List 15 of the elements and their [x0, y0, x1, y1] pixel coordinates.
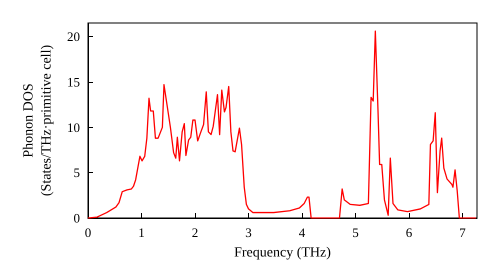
x-tick-label: 1 — [138, 225, 145, 240]
y-axis-title: Phonon DOS (States/THz·primitive cell) — [22, 44, 55, 196]
x-tick-label: 4 — [298, 225, 306, 240]
x-axis-title: Frequency (THz) — [234, 245, 332, 260]
y-tick-label: 15 — [67, 74, 80, 90]
x-tick-label: 7 — [459, 225, 466, 240]
x-tick-label: 0 — [84, 225, 92, 240]
y-tick-label: 0 — [74, 210, 80, 226]
x-tick-label: 5 — [352, 225, 359, 240]
y-tick-label: 20 — [67, 29, 80, 44]
x-tick-label: 3 — [245, 225, 252, 240]
y-tick-label: 5 — [74, 165, 80, 180]
y-tick-label: 10 — [67, 120, 80, 135]
x-tick-label: 6 — [406, 225, 413, 240]
x-tick-label: 2 — [192, 225, 198, 240]
